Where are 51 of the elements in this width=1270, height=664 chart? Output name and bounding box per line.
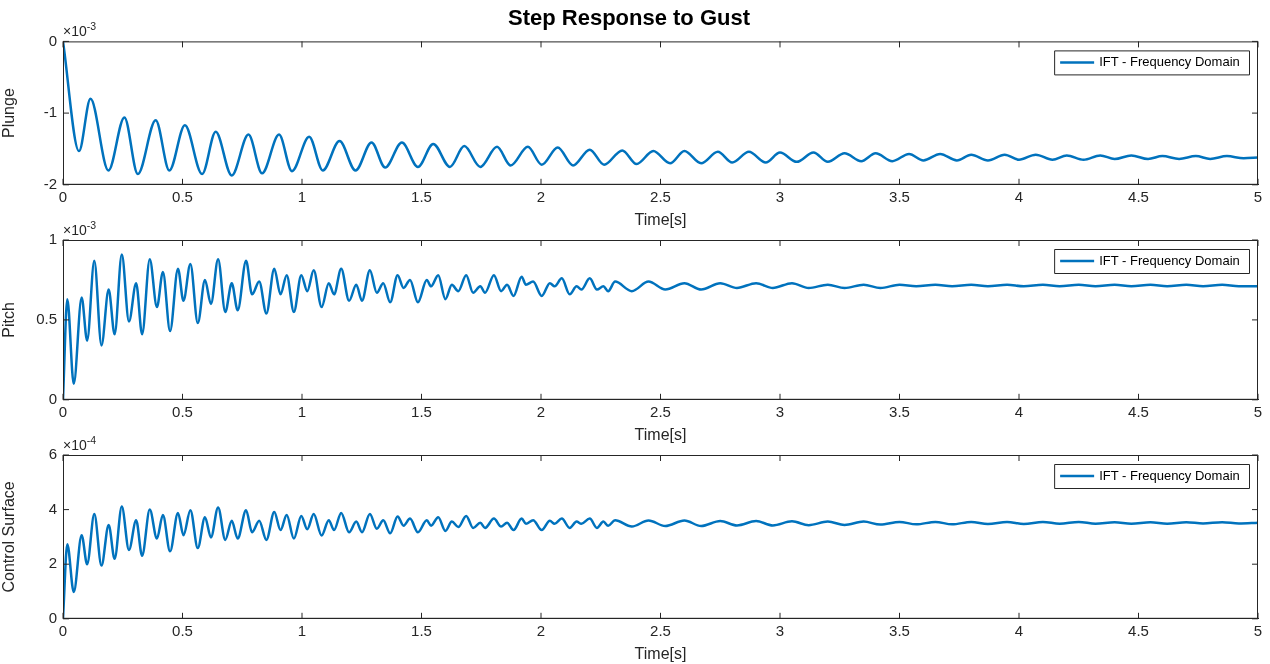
x-tick-label: 5 <box>1253 621 1263 639</box>
x-tick-label: 5 <box>1253 187 1263 205</box>
x-tick-label: 4 <box>1014 621 1024 639</box>
x-tick-label: 1.5 <box>411 621 432 639</box>
x-axis-title: Time[s] <box>634 210 687 228</box>
x-tick-label: 3 <box>775 187 785 205</box>
chart-title: Step Response to Gust <box>507 5 751 31</box>
y-tick-label: 1 <box>48 230 57 248</box>
x-tick-label: 4.5 <box>1128 621 1149 639</box>
y-tick-label: 0.5 <box>36 310 57 328</box>
x-tick-label: 3.5 <box>889 187 910 205</box>
x-tick-label: 5 <box>1253 402 1263 420</box>
x-tick-label: 3.5 <box>889 402 910 420</box>
x-tick-label: 3 <box>775 621 785 639</box>
x-tick-label: 1 <box>297 402 307 420</box>
y-tick-label: 2 <box>48 554 57 572</box>
x-tick-label: 1 <box>297 187 307 205</box>
x-tick-label: 1.5 <box>411 402 432 420</box>
line-series <box>63 41 1258 177</box>
x-tick-label: 1.5 <box>411 187 432 205</box>
y-tick-label: -2 <box>43 174 57 192</box>
x-tick-label: 0.5 <box>172 402 193 420</box>
y-tick-label: 0 <box>48 31 57 49</box>
x-axis-title: Time[s] <box>634 425 687 443</box>
x-tick-label: 4.5 <box>1128 187 1149 205</box>
y-tick-label: 0 <box>48 608 57 626</box>
y-tick-label: -1 <box>43 103 57 121</box>
legend-label: IFT - Frequency Domain <box>1099 53 1240 69</box>
x-tick-label: 3.5 <box>889 621 910 639</box>
x-tick-label: 4.5 <box>1128 402 1149 420</box>
y-axis-title: Control Surface <box>0 481 18 593</box>
y-axis-title: Pitch <box>0 302 18 338</box>
legend-label: IFT - Frequency Domain <box>1099 467 1240 483</box>
x-tick-label: 2 <box>536 621 546 639</box>
y-axis-title: Plunge <box>0 88 18 139</box>
y-tick-label: 4 <box>48 499 57 517</box>
x-tick-label: 2.5 <box>650 621 671 639</box>
x-tick-label: 4 <box>1014 402 1024 420</box>
x-tick-label: 1 <box>297 621 307 639</box>
x-tick-label: 0.5 <box>172 187 193 205</box>
y-tick-label: 6 <box>48 445 57 463</box>
x-axis-title: Time[s] <box>634 644 687 662</box>
legend-label: IFT - Frequency Domain <box>1099 252 1240 268</box>
x-tick-label: 2 <box>536 402 546 420</box>
x-tick-label: 3 <box>775 402 785 420</box>
x-tick-label: 0.5 <box>172 621 193 639</box>
x-tick-label: 4 <box>1014 187 1024 205</box>
y-tick-label: 0 <box>48 389 57 407</box>
x-tick-label: 2 <box>536 187 546 205</box>
x-tick-label: 2.5 <box>650 187 671 205</box>
x-tick-label: 2.5 <box>650 402 671 420</box>
